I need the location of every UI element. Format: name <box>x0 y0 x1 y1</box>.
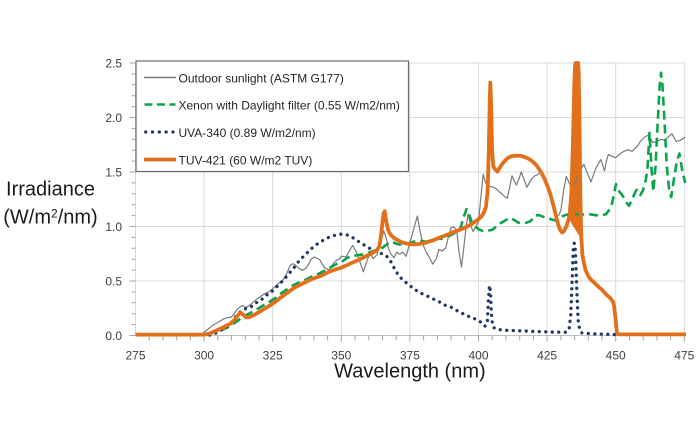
svg-text:375: 375 <box>400 349 420 363</box>
svg-text:350: 350 <box>331 349 351 363</box>
svg-text:325: 325 <box>263 349 283 363</box>
svg-text:450: 450 <box>606 349 626 363</box>
svg-text:275: 275 <box>125 349 145 363</box>
svg-text:2.0: 2.0 <box>105 111 122 125</box>
svg-text:Irradiance: Irradiance <box>6 179 95 201</box>
svg-text:TUV-421 (60 W/m2 TUV): TUV-421 (60 W/m2 TUV) <box>179 153 313 167</box>
svg-text:Wavelength (nm): Wavelength (nm) <box>334 361 486 383</box>
svg-text:425: 425 <box>537 349 557 363</box>
svg-text:0.0: 0.0 <box>105 329 122 343</box>
svg-text:400: 400 <box>468 349 488 363</box>
svg-text:1.5: 1.5 <box>105 165 122 179</box>
svg-text:300: 300 <box>194 349 214 363</box>
svg-text:Outdoor sunlight (ASTM G177): Outdoor sunlight (ASTM G177) <box>179 71 344 85</box>
svg-text:Xenon with Daylight filter (0.: Xenon with Daylight filter (0.55 W/m2/nm… <box>179 98 400 112</box>
svg-text:475: 475 <box>674 349 694 363</box>
svg-text:0.5: 0.5 <box>105 274 122 288</box>
svg-text:(W/m2/nm): (W/m2/nm) <box>3 207 97 229</box>
svg-text:1.0: 1.0 <box>105 220 122 234</box>
svg-text:2.5: 2.5 <box>105 56 122 70</box>
svg-text:UVA-340 (0.89 W/m2/nm): UVA-340 (0.89 W/m2/nm) <box>179 126 316 140</box>
